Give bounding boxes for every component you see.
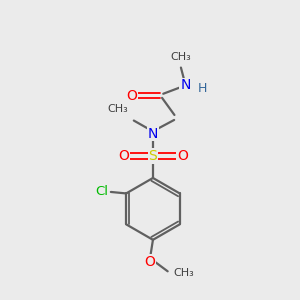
Text: H: H <box>198 82 207 95</box>
Text: S: S <box>148 149 157 163</box>
Text: O: O <box>126 88 137 103</box>
Text: Cl: Cl <box>95 185 109 199</box>
Text: CH₃: CH₃ <box>108 104 128 114</box>
Text: CH₃: CH₃ <box>170 52 191 62</box>
Text: CH₃: CH₃ <box>174 268 194 278</box>
Text: O: O <box>118 149 129 163</box>
Text: N: N <box>148 127 158 141</box>
Text: O: O <box>177 149 188 163</box>
Text: O: O <box>144 255 155 268</box>
Text: N: N <box>180 78 190 92</box>
